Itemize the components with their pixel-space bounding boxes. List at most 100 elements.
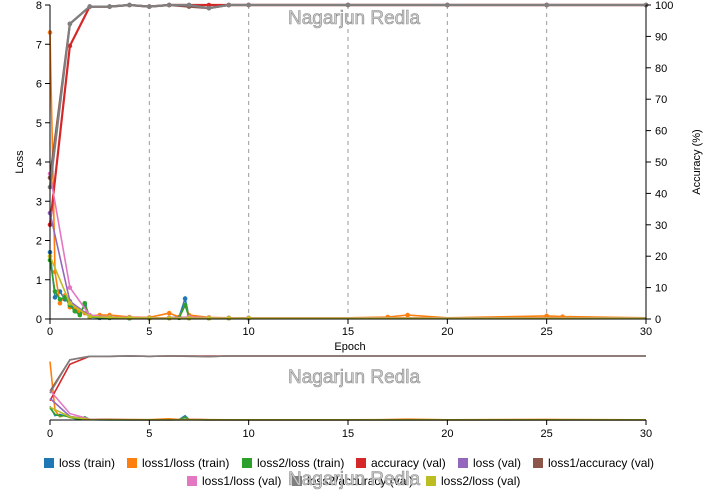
legend-swatch	[356, 458, 366, 468]
legend-label: loss2/loss (train)	[257, 456, 344, 470]
y-right-tick-label: 70	[655, 94, 667, 106]
x-tick-label: 15	[342, 326, 354, 338]
y-right-tick-label: 60	[655, 126, 667, 138]
overview-x-tick-label: 0	[47, 428, 53, 440]
data-point-loss2-accuracy-val	[445, 2, 450, 8]
data-point-loss2-loss-val	[87, 314, 93, 319]
y-right-tick-label: 40	[655, 188, 667, 200]
data-point-loss2-accuracy-val	[127, 2, 132, 8]
legend-label: loss1/loss (train)	[142, 456, 229, 470]
x-tick-label: 0	[47, 326, 53, 338]
x-axis-title: Epoch	[334, 341, 365, 353]
legend-label: accuracy (val)	[371, 456, 446, 470]
data-point-loss2-accuracy-val	[345, 2, 351, 8]
y-left-tick-label: 6	[36, 79, 42, 91]
legend-swatch	[292, 476, 302, 486]
data-point-loss2-loss-train	[62, 295, 68, 300]
data-point-loss2-accuracy-val	[107, 4, 112, 9]
overview-x-tick-label: 20	[441, 428, 453, 440]
data-point-loss2-accuracy-val	[166, 2, 172, 8]
overview-line-loss2-loss-val	[49, 406, 646, 421]
data-point-accuracy-val	[67, 43, 73, 49]
overview-x-tick-label: 10	[243, 428, 255, 440]
legend-label: loss (train)	[59, 456, 115, 470]
legend-swatch	[187, 476, 197, 486]
data-point-loss2-loss-val	[226, 315, 232, 321]
y-left-tick-label: 2	[36, 236, 42, 248]
data-point-loss2-loss-val	[166, 315, 172, 321]
legend-item-loss1-loss-train[interactable]: loss1/loss (train)	[127, 456, 229, 470]
legend-item-loss-val[interactable]: loss (val)	[458, 456, 521, 470]
overview-line-loss2-loss-train	[49, 407, 646, 421]
y-right-tick-label: 100	[655, 0, 673, 12]
legend-label: loss1/loss (val)	[202, 474, 281, 488]
data-point-loss-train	[182, 296, 188, 301]
overview-line-loss-val	[49, 397, 646, 421]
legend-label: loss2/accuracy (val)	[307, 474, 413, 488]
data-point-loss2-accuracy-val	[186, 2, 192, 8]
legend-item-loss-train[interactable]: loss (train)	[44, 456, 115, 470]
data-point-loss2-accuracy-val	[67, 21, 73, 27]
data-point-loss1-loss-train	[57, 301, 63, 306]
data-point-loss2-accuracy-val	[544, 2, 549, 8]
data-point-loss2-loss-val	[186, 315, 192, 321]
y-right-tick-label: 20	[655, 251, 667, 263]
y-left-tick-label: 5	[36, 118, 42, 130]
y-right-tick-label: 0	[655, 314, 661, 326]
y-right-tick-label: 10	[655, 283, 667, 295]
data-point-loss2-loss-train	[77, 312, 83, 318]
overview-x-tick-label: 30	[640, 428, 652, 440]
legend-item-accuracy-val[interactable]: accuracy (val)	[356, 456, 446, 470]
x-tick-label: 10	[243, 326, 255, 338]
data-point-loss2-accuracy-val	[87, 4, 93, 9]
y-left-tick-label: 0	[36, 314, 42, 326]
main-plot-axes: 0 5 10 15 20 25 300123456780102030405060708090…	[36, 0, 673, 338]
overview-line-loss1-loss-val	[49, 389, 646, 421]
data-point-loss2-accuracy-val	[206, 5, 212, 11]
legend-item-loss2-loss-val[interactable]: loss2/loss (val)	[426, 474, 520, 488]
data-point-loss-train	[52, 295, 58, 300]
y-left-tick-label: 4	[36, 157, 42, 169]
legend-swatch	[426, 476, 436, 486]
y-axis-left-title: Loss	[14, 150, 26, 174]
watermark-top: Nagarjun Redla	[288, 8, 420, 29]
legend-swatch	[458, 458, 468, 468]
legend-swatch	[242, 458, 252, 468]
overview-x-tick-label: 25	[541, 428, 553, 440]
data-point-loss1-loss-val	[67, 285, 73, 290]
y-right-tick-label: 30	[655, 220, 667, 232]
y-left-tick-label: 1	[36, 275, 42, 287]
overview-line-loss-train	[49, 406, 646, 421]
watermark-legend: Nagarjun Redla	[288, 469, 420, 490]
x-tick-label: 20	[441, 326, 453, 338]
overview-line-loss2-accuracy-val	[49, 355, 646, 394]
data-point-loss1-loss-train	[405, 312, 410, 318]
legend-item-loss2-accuracy-val[interactable]: loss2/accuracy (val)	[292, 474, 413, 488]
legend-swatch	[533, 458, 543, 468]
legend-swatch	[127, 458, 137, 468]
y-left-tick-label: 8	[36, 0, 42, 12]
y-right-tick-label: 50	[655, 157, 667, 169]
overview-plot-axes: 0 5 10 15 20 25 30	[47, 419, 652, 440]
legend-label: loss (val)	[473, 456, 521, 470]
chart-legend[interactable]: loss (train) loss1/loss (train) loss2/loss…	[44, 456, 654, 488]
y-axis-right-title: Accuracy (%)	[691, 129, 703, 194]
data-point-loss1-loss-train	[166, 310, 172, 316]
data-point-loss2-accuracy-val	[147, 4, 152, 9]
y-left-tick-label: 3	[36, 196, 42, 208]
legend-swatch	[44, 458, 54, 468]
data-point-loss2-accuracy-val	[246, 2, 251, 8]
legend-item-loss2-loss-train[interactable]: loss2/loss (train)	[242, 456, 344, 470]
legend-item-loss1-loss-val[interactable]: loss1/loss (val)	[187, 474, 281, 488]
overview-x-tick-label: 15	[342, 428, 354, 440]
legend-item-loss1-accuracy-val[interactable]: loss1/accuracy (val)	[533, 456, 654, 470]
data-point-loss2-loss-train	[82, 301, 88, 306]
data-point-loss2-loss-train	[57, 297, 63, 302]
data-point-loss2-loss-train	[72, 308, 78, 314]
main-plot-gridlines	[148, 5, 548, 319]
x-tick-label: 5	[146, 326, 152, 338]
x-tick-label: 30	[640, 326, 652, 338]
y-left-tick-label: 7	[36, 39, 42, 51]
data-point-loss2-loss-train	[182, 302, 188, 308]
